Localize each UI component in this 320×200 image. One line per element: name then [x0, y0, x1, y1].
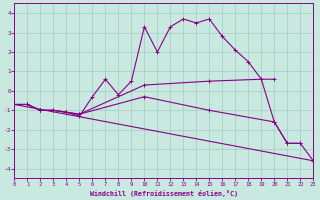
- X-axis label: Windchill (Refroidissement éolien,°C): Windchill (Refroidissement éolien,°C): [90, 190, 238, 197]
